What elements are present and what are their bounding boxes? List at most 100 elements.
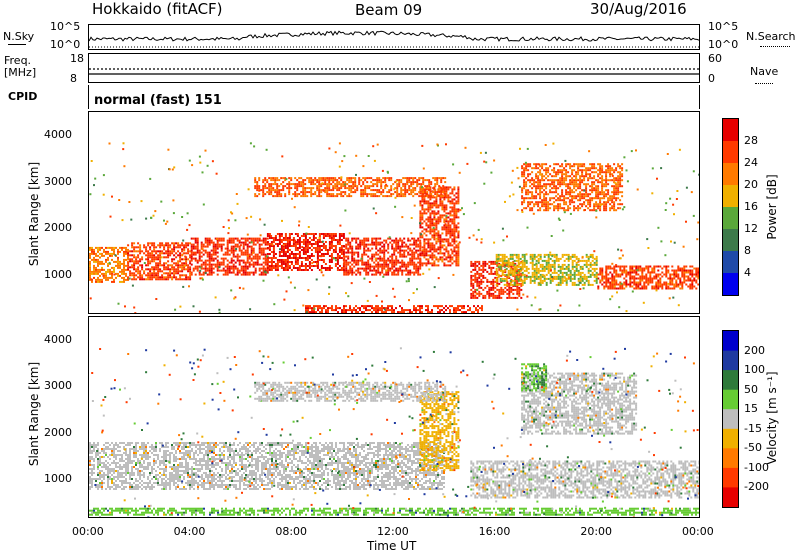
power-cell xyxy=(436,181,439,184)
power-cell xyxy=(238,241,241,244)
power-cell xyxy=(402,193,405,196)
power-cell xyxy=(513,253,516,256)
power-cell xyxy=(377,237,380,240)
power-cell xyxy=(328,193,331,196)
power-cell xyxy=(501,277,504,280)
power-cell xyxy=(365,273,368,276)
power-cell xyxy=(523,175,526,178)
power-cell xyxy=(449,220,452,223)
power-cell xyxy=(292,253,295,255)
power-cell xyxy=(531,279,534,282)
power-cell xyxy=(516,290,519,293)
power-cell xyxy=(545,171,548,174)
power-cell xyxy=(198,257,201,260)
power-cell xyxy=(410,191,413,194)
power-cell xyxy=(89,264,91,267)
power-cell xyxy=(531,257,534,260)
power-cell xyxy=(457,244,460,247)
power-cell xyxy=(441,216,444,219)
power-cell xyxy=(266,237,269,240)
power-cell xyxy=(641,273,644,276)
power-cell xyxy=(280,265,283,267)
power-cell xyxy=(388,177,391,180)
power-cell xyxy=(157,274,160,277)
power-cell xyxy=(268,243,271,245)
power-cell xyxy=(355,309,357,312)
power-cell xyxy=(372,193,375,196)
power-cell xyxy=(200,273,203,276)
power-cell xyxy=(286,269,289,271)
power-cell xyxy=(115,246,117,249)
power-cell xyxy=(189,276,192,279)
power-cell xyxy=(179,264,182,267)
power-cell xyxy=(611,287,614,290)
power-cell xyxy=(343,271,346,274)
power-cell xyxy=(353,271,356,274)
power-cell xyxy=(429,196,432,199)
power-cell xyxy=(375,265,378,268)
power-cell xyxy=(579,207,582,210)
power-cell xyxy=(362,193,365,196)
power-cell xyxy=(625,271,628,274)
power-cell xyxy=(230,249,233,252)
power-cell xyxy=(270,191,273,194)
power-cell xyxy=(139,246,142,249)
power-cell xyxy=(451,258,454,261)
power-cell xyxy=(457,200,460,203)
power-cell xyxy=(488,280,491,283)
power-cell xyxy=(457,202,460,205)
power-cell xyxy=(364,191,367,194)
power-cell xyxy=(503,255,506,258)
power-cell xyxy=(308,257,311,259)
power-cell xyxy=(421,216,424,219)
power-cell xyxy=(472,294,475,297)
power-cell xyxy=(324,191,327,194)
power-cell xyxy=(679,287,682,290)
power-cell xyxy=(318,183,321,186)
power-cell xyxy=(304,237,307,239)
power-cell xyxy=(605,165,608,168)
power-cell xyxy=(163,276,166,279)
power-cell xyxy=(242,253,245,256)
power-cell xyxy=(151,266,154,269)
power-cell xyxy=(376,189,379,192)
power-cell xyxy=(607,183,610,186)
power-cell xyxy=(633,269,636,272)
power-cell xyxy=(401,245,404,248)
power-cell xyxy=(498,294,501,297)
power-cell xyxy=(388,195,391,198)
power-cell xyxy=(358,177,361,180)
power-cell xyxy=(641,267,644,270)
power-cell xyxy=(453,307,455,310)
power-cell xyxy=(318,241,321,243)
power-cell xyxy=(262,257,265,260)
power-cell xyxy=(463,307,465,310)
power-cell xyxy=(599,267,602,270)
power-cell xyxy=(383,263,386,266)
power-cell xyxy=(397,251,400,254)
power-cell xyxy=(300,185,303,188)
power-cell xyxy=(681,285,684,288)
power-cell xyxy=(523,279,526,282)
power-cell xyxy=(159,254,162,257)
power-cell xyxy=(334,251,337,253)
power-cell xyxy=(387,243,390,246)
power-cell xyxy=(358,181,361,184)
power-cell xyxy=(326,191,329,194)
power-cell xyxy=(567,183,570,186)
power-cell xyxy=(234,237,237,240)
power-cell xyxy=(613,179,616,182)
power-cell xyxy=(453,260,456,263)
power-cell xyxy=(415,243,418,246)
power-cell xyxy=(503,265,506,268)
power-cell xyxy=(320,177,323,180)
power-cell xyxy=(577,185,580,188)
power-cell xyxy=(516,280,519,283)
power-cell xyxy=(589,169,592,172)
power-cell xyxy=(553,205,556,208)
power-cell xyxy=(137,268,140,271)
power-cell xyxy=(286,251,289,253)
power-cell xyxy=(396,191,399,194)
power-cell xyxy=(474,272,477,275)
power-cell xyxy=(375,269,378,272)
